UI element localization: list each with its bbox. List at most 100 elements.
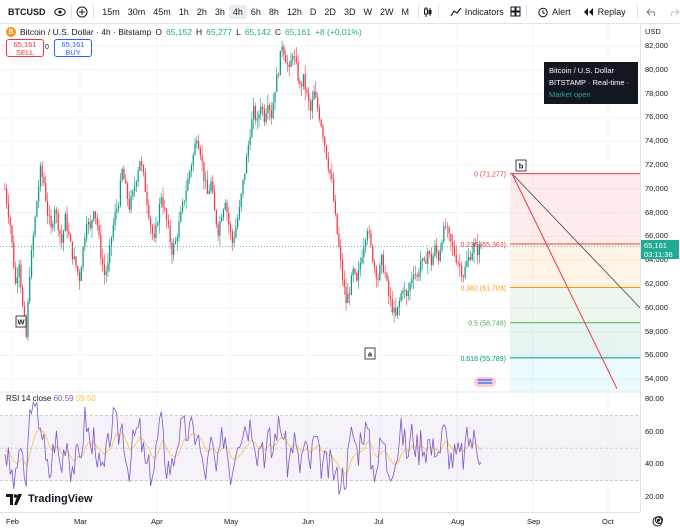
- candle-body: [171, 242, 173, 255]
- timeframe-1h[interactable]: 1h: [178, 6, 189, 17]
- candle-body: [228, 212, 230, 225]
- candle-body: [117, 205, 120, 209]
- candle-body: [105, 271, 107, 275]
- candle-body: [112, 225, 114, 238]
- replay-button[interactable]: Replay: [577, 7, 632, 17]
- tradingview-logo-icon: [6, 493, 22, 505]
- price-axis-label: 64,000: [645, 255, 668, 265]
- timeframe-8h[interactable]: 8h: [268, 6, 279, 17]
- legend-close: 65,161: [284, 27, 311, 37]
- legend-title[interactable]: Bitcoin / U.S. Dollar · 4h · Bitstamp: [20, 27, 152, 37]
- timeframe-d[interactable]: D: [309, 6, 317, 17]
- candle-body: [135, 181, 138, 187]
- price-axis[interactable]: USD 82,000 80,000 78,000 76,000 74,000 72,000…: [640, 24, 680, 524]
- candle-body: [466, 260, 468, 267]
- candle-body: [425, 260, 427, 264]
- layout-grid-icon[interactable]: [510, 4, 521, 20]
- candle-body: [128, 198, 130, 210]
- candle-body: [114, 212, 116, 226]
- timeframe-2d[interactable]: 2D: [324, 6, 336, 17]
- candle-body: [331, 173, 333, 179]
- timeframe-45m[interactable]: 45m: [153, 6, 171, 17]
- candle-body: [334, 200, 337, 214]
- timeframe-2w[interactable]: 2W: [379, 6, 394, 17]
- candle-body: [414, 274, 416, 276]
- timeframe-2h[interactable]: 2h: [196, 6, 207, 17]
- timeframe-3d[interactable]: 3D: [343, 6, 356, 17]
- candle-body: [71, 241, 74, 260]
- candle-body: [437, 252, 440, 261]
- candle-body: [229, 224, 232, 232]
- candle-body: [238, 207, 241, 219]
- timeframe-30m[interactable]: 30m: [127, 6, 146, 17]
- candle-body: [20, 264, 22, 288]
- rsi-axis-label: 60.00: [645, 426, 664, 436]
- rsi-legend[interactable]: RSI 14 close 60.59 59.50: [6, 394, 96, 403]
- candle-body: [398, 300, 400, 307]
- flag-shape: [474, 377, 496, 387]
- eye-icon[interactable]: [53, 4, 66, 20]
- indicators-button[interactable]: Indicators: [444, 6, 510, 18]
- rsi-ma-line: [4, 429, 482, 476]
- candle-body: [333, 178, 335, 201]
- timeframe-12h[interactable]: 12h: [286, 6, 302, 17]
- candle-body: [301, 84, 303, 87]
- candle-style-icon[interactable]: [423, 4, 433, 20]
- symbol-search[interactable]: BTCUSD: [8, 6, 46, 17]
- sell-button[interactable]: 65,161 SELL: [6, 39, 44, 57]
- candle-body: [354, 268, 356, 274]
- undo-icon[interactable]: [646, 4, 658, 20]
- candle-body: [208, 190, 210, 194]
- sell-label: SELL: [15, 48, 35, 57]
- candle-body: [142, 165, 145, 173]
- timeframe-15m[interactable]: 15m: [102, 6, 120, 17]
- candle-body: [290, 60, 292, 68]
- candle-body: [370, 233, 372, 246]
- candle-body: [43, 176, 45, 184]
- candle-body: [313, 91, 315, 100]
- buy-button[interactable]: 65,161 BUY: [54, 39, 92, 57]
- candle-body: [421, 258, 424, 261]
- candle-body: [162, 197, 164, 208]
- timeframe-6h[interactable]: 6h: [250, 6, 261, 17]
- timeframe-w[interactable]: W: [363, 6, 372, 17]
- tooltip-title: Bitcoin / U.S. Dollar: [549, 66, 615, 75]
- candle-body: [219, 221, 221, 236]
- settings-gear-icon[interactable]: [653, 513, 665, 529]
- legend-close-label: C: [274, 27, 281, 37]
- redo-icon[interactable]: [668, 4, 680, 20]
- candle-body: [368, 231, 370, 234]
- candle-body: [45, 183, 47, 201]
- alert-button[interactable]: Alert: [531, 6, 577, 18]
- symbol-tooltip: Bitcoin / U.S. Dollar BITSTAMP · Real-ti…: [544, 62, 638, 104]
- rsi-ma-value: 59.50: [75, 394, 96, 403]
- timeframe-m[interactable]: M: [401, 6, 409, 17]
- candle-body: [242, 179, 244, 194]
- time-axis-label: Jul: [374, 517, 384, 526]
- candle-body: [187, 178, 189, 191]
- candle-body: [364, 240, 367, 247]
- candle-body: [82, 246, 84, 268]
- fib-level-label: 0.618 (55,789): [460, 356, 506, 363]
- candle-body: [366, 231, 369, 241]
- candle-body: [237, 218, 239, 228]
- timeframe-4h[interactable]: 4h: [228, 4, 247, 19]
- candle-body: [130, 196, 132, 210]
- candle-body: [61, 234, 63, 243]
- add-symbol-icon[interactable]: [76, 4, 88, 20]
- candle-body: [64, 214, 66, 231]
- candle-body: [428, 251, 431, 254]
- timeframe-3h[interactable]: 3h: [214, 6, 225, 17]
- candle-body: [293, 56, 296, 57]
- time-axis[interactable]: Feb Mar Apr May Jun Jul Aug Sep Oct: [0, 512, 640, 529]
- rsi-line: [4, 401, 482, 495]
- candle-body: [38, 186, 40, 202]
- candle-body: [389, 295, 392, 299]
- price-chart[interactable]: 0 (71,277) 0.236 (65,363) 0.382 (61,703) 0.…: [0, 24, 640, 512]
- candle-body: [409, 283, 411, 292]
- candle-body: [181, 202, 184, 212]
- go-to-date-icon[interactable]: [652, 514, 663, 529]
- candle-body: [468, 256, 470, 261]
- candle-body: [324, 137, 326, 146]
- rsi-axis-label: 40.00: [645, 459, 664, 469]
